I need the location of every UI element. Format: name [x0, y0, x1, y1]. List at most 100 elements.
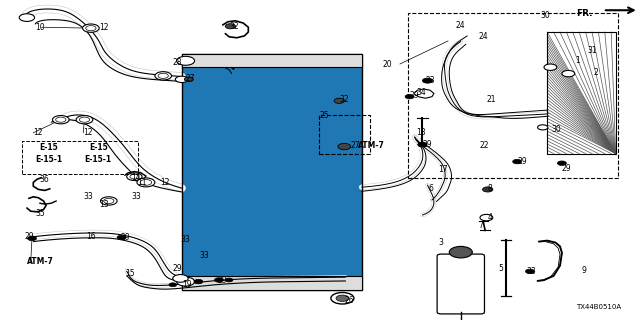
Text: FR.: FR. — [576, 9, 593, 18]
Text: 29: 29 — [410, 91, 419, 100]
Circle shape — [418, 142, 427, 147]
Circle shape — [422, 78, 433, 83]
Text: E-15-1: E-15-1 — [35, 155, 62, 164]
Text: 32: 32 — [229, 22, 239, 31]
Bar — [319, 115, 370, 154]
Bar — [182, 54, 362, 290]
Circle shape — [19, 14, 35, 21]
Circle shape — [173, 275, 188, 282]
Text: 29: 29 — [422, 140, 432, 148]
Circle shape — [538, 125, 548, 130]
Text: 5: 5 — [498, 264, 503, 273]
Text: 32: 32 — [339, 95, 349, 104]
Text: 29: 29 — [173, 264, 182, 273]
Text: 3: 3 — [438, 238, 444, 247]
Text: 31: 31 — [588, 46, 597, 55]
Circle shape — [483, 187, 493, 192]
Text: 12: 12 — [83, 128, 93, 137]
Text: 17: 17 — [438, 165, 448, 174]
Text: 15: 15 — [125, 269, 134, 278]
Circle shape — [405, 94, 414, 99]
Circle shape — [117, 235, 126, 240]
Text: 13: 13 — [99, 200, 109, 209]
Text: 29: 29 — [562, 164, 572, 172]
Text: TX44B0510A: TX44B0510A — [575, 304, 621, 309]
Circle shape — [331, 292, 354, 304]
Text: 34: 34 — [416, 88, 426, 97]
Text: 12: 12 — [33, 128, 43, 137]
Text: 33: 33 — [200, 251, 209, 260]
Circle shape — [525, 269, 534, 274]
Text: 4: 4 — [488, 213, 493, 222]
Text: 18: 18 — [416, 128, 426, 137]
Text: 33: 33 — [131, 192, 141, 201]
Circle shape — [155, 72, 172, 80]
Text: 8: 8 — [488, 184, 492, 193]
Text: 25: 25 — [320, 111, 330, 120]
Text: 23: 23 — [426, 76, 435, 84]
Text: 20: 20 — [383, 60, 392, 68]
Circle shape — [194, 279, 203, 284]
Circle shape — [480, 214, 493, 221]
Circle shape — [562, 70, 575, 77]
Text: 35: 35 — [35, 209, 45, 218]
Text: 10: 10 — [35, 23, 45, 32]
Circle shape — [177, 277, 195, 286]
Text: 28: 28 — [173, 58, 182, 67]
Bar — [182, 276, 362, 290]
Bar — [22, 141, 138, 174]
Circle shape — [137, 178, 155, 187]
Text: 27: 27 — [186, 74, 195, 83]
Text: 19: 19 — [182, 280, 192, 289]
Circle shape — [557, 161, 566, 165]
Circle shape — [449, 246, 472, 258]
Bar — [182, 54, 362, 290]
Circle shape — [184, 77, 193, 82]
Circle shape — [334, 98, 344, 103]
Text: 29: 29 — [517, 157, 527, 166]
Circle shape — [127, 173, 142, 180]
Text: 30: 30 — [541, 11, 550, 20]
Text: 11: 11 — [138, 178, 147, 187]
Text: 29: 29 — [24, 232, 34, 241]
Text: 29: 29 — [218, 276, 227, 285]
Text: 21: 21 — [486, 95, 496, 104]
Text: 29: 29 — [120, 233, 130, 242]
Text: 33: 33 — [526, 267, 536, 276]
Text: 16: 16 — [86, 232, 96, 241]
Circle shape — [175, 76, 188, 83]
Text: 12: 12 — [99, 23, 109, 32]
Bar — [182, 54, 362, 67]
Circle shape — [177, 56, 195, 65]
Text: E-15: E-15 — [40, 143, 58, 152]
Text: 36: 36 — [40, 175, 49, 184]
Text: 7: 7 — [479, 221, 484, 230]
Circle shape — [76, 116, 93, 124]
Circle shape — [338, 143, 351, 150]
Text: 27: 27 — [351, 141, 360, 150]
Circle shape — [214, 278, 223, 282]
Text: 2: 2 — [594, 68, 598, 76]
Text: 33: 33 — [180, 236, 190, 244]
Circle shape — [418, 142, 427, 147]
Text: 12: 12 — [160, 178, 170, 187]
Circle shape — [52, 116, 69, 124]
Text: 9: 9 — [581, 266, 586, 275]
Text: 24: 24 — [479, 32, 488, 41]
Text: 14: 14 — [131, 173, 141, 182]
Circle shape — [100, 197, 117, 205]
Circle shape — [225, 24, 236, 29]
Bar — [547, 32, 616, 154]
Circle shape — [225, 278, 233, 282]
Text: E-15: E-15 — [90, 143, 108, 152]
Text: ATM-7: ATM-7 — [358, 141, 385, 150]
Text: 22: 22 — [480, 141, 490, 150]
Text: ATM-7: ATM-7 — [27, 257, 54, 266]
Text: 1: 1 — [575, 56, 579, 65]
Circle shape — [28, 236, 36, 241]
Text: 6: 6 — [429, 184, 434, 193]
Bar — [408, 13, 618, 178]
Text: 33: 33 — [83, 192, 93, 201]
Circle shape — [513, 159, 522, 164]
Circle shape — [336, 295, 349, 301]
